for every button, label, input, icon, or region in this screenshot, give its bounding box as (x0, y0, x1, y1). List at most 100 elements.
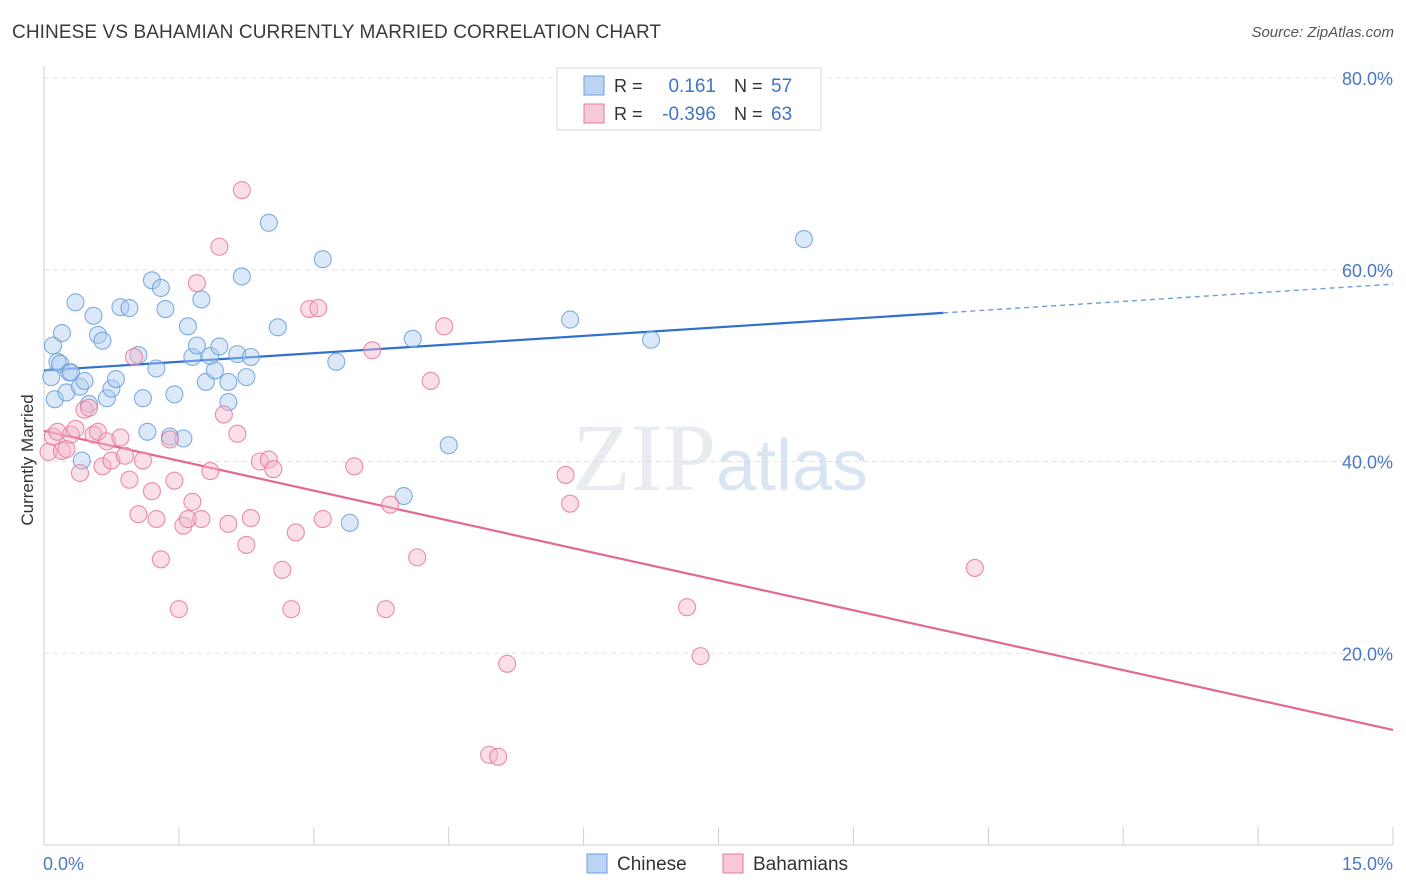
point-chinese-46 (313, 250, 332, 269)
point-chinese-33 (187, 336, 206, 355)
point-chinese-51 (439, 436, 458, 455)
point-chinese-37 (205, 361, 224, 380)
point-bahamians-13 (97, 432, 117, 451)
point-chinese-38 (210, 337, 229, 356)
point-bahamians-16 (115, 446, 134, 465)
point-chinese-36 (201, 346, 220, 366)
point-chinese-20 (120, 299, 139, 318)
stats-legend: R = 0.161 N = 57 R = -0.396 N = 63 (556, 67, 822, 131)
axes (43, 66, 1394, 846)
point-chinese-31 (178, 317, 197, 336)
legend-n-label-chinese: N = (734, 76, 763, 96)
y-tick-label-40: 40.0% (1342, 453, 1393, 473)
point-bahamians-31 (192, 509, 211, 529)
series-legend-label-bahamians: Bahamians (753, 854, 848, 875)
point-chinese-25 (147, 359, 166, 378)
x-tick-label-min: 0.0% (43, 854, 84, 874)
point-bahamians-48 (313, 509, 332, 529)
point-chinese-15 (93, 331, 112, 350)
point-bahamians-42 (264, 460, 283, 479)
point-bahamians-49 (345, 457, 364, 476)
point-bahamians-29 (183, 492, 202, 511)
point-bahamians-62 (691, 647, 710, 666)
point-bahamians-35 (219, 514, 238, 533)
point-bahamians-50 (363, 341, 382, 360)
trend-line-chinese-extension (943, 283, 1394, 314)
series-legend-swatch-chinese (586, 853, 608, 874)
y-tick-label-20: 20.0% (1342, 644, 1393, 664)
point-bahamians-58 (498, 654, 517, 673)
legend-r-label-bahamians: R = (614, 104, 643, 124)
series-legend-swatch-bahamians (722, 853, 744, 874)
point-bahamians-57 (489, 747, 508, 766)
point-bahamians-14 (102, 451, 121, 470)
point-bahamians-36 (228, 424, 247, 443)
y-tick-labels: 20.0% 40.0% 60.0% 80.0% (1342, 69, 1393, 664)
watermark: ZIPatlas (572, 404, 868, 511)
series-legend-label-chinese: Chinese (617, 854, 687, 875)
legend-n-value-bahamians: 63 (771, 104, 792, 125)
point-bahamians-53 (408, 548, 427, 567)
chart-title: CHINESE VS BAHAMIAN CURRENTLY MARRIED CO… (12, 22, 662, 43)
point-chinese-9 (66, 293, 85, 312)
point-chinese-5 (52, 323, 72, 343)
point-bahamians-43 (273, 560, 292, 579)
point-bahamians-2 (48, 422, 67, 441)
point-bahamians-32 (201, 462, 220, 481)
trend-line-bahamians (43, 429, 1394, 732)
point-chinese-53 (641, 330, 661, 349)
legend-n-value-chinese: 57 (771, 76, 792, 97)
x-tick-label-max: 15.0% (1342, 854, 1393, 874)
point-chinese-54 (794, 230, 813, 249)
point-chinese-52 (561, 310, 580, 329)
point-bahamians-39 (241, 509, 260, 528)
point-bahamians-61 (677, 598, 697, 617)
legend-swatch-chinese (583, 75, 605, 96)
point-chinese-16 (97, 389, 117, 408)
point-bahamians-60 (561, 494, 580, 513)
series-legend: Chinese Bahamians (586, 853, 848, 875)
point-bahamians-52 (381, 495, 400, 514)
data-points (39, 181, 984, 766)
point-chinese-13 (84, 306, 103, 325)
point-bahamians-34 (214, 405, 233, 424)
point-chinese-50 (403, 329, 422, 348)
point-bahamians-47 (309, 299, 328, 318)
point-bahamians-19 (129, 505, 148, 524)
point-bahamians-41 (259, 450, 278, 469)
gridlines (44, 77, 1393, 654)
point-bahamians-59 (556, 465, 575, 484)
point-chinese-23 (138, 422, 157, 441)
point-bahamians-4 (57, 439, 76, 459)
point-chinese-17 (102, 379, 121, 398)
watermark-zip: ZIP (572, 404, 716, 511)
point-bahamians-45 (286, 523, 305, 542)
y-tick-label-60: 60.0% (1342, 261, 1393, 281)
point-bahamians-63 (965, 558, 984, 577)
point-bahamians-9 (79, 398, 99, 417)
point-bahamians-6 (66, 419, 85, 438)
point-bahamians-21 (142, 482, 161, 501)
point-chinese-47 (327, 352, 346, 371)
point-bahamians-23 (151, 550, 170, 569)
point-chinese-8 (61, 363, 81, 382)
point-bahamians-44 (282, 600, 301, 619)
point-bahamians-56 (480, 745, 499, 764)
point-bahamians-12 (93, 457, 112, 476)
point-chinese-39 (219, 372, 238, 391)
y-axis-label: Currently Married (18, 394, 37, 525)
point-chinese-49 (394, 486, 413, 506)
watermark-atlas: atlas (716, 426, 868, 506)
point-bahamians-22 (147, 509, 166, 529)
point-chinese-34 (192, 290, 211, 309)
point-chinese-44 (259, 213, 278, 232)
point-bahamians-18 (124, 347, 143, 367)
legend-n-label-bahamians: N = (734, 104, 763, 124)
point-chinese-27 (156, 300, 175, 319)
point-chinese-22 (133, 389, 152, 408)
point-chinese-32 (183, 347, 202, 367)
point-bahamians-26 (169, 600, 188, 619)
chart-source: Source: ZipAtlas.com (1251, 24, 1394, 41)
point-chinese-11 (75, 371, 94, 391)
